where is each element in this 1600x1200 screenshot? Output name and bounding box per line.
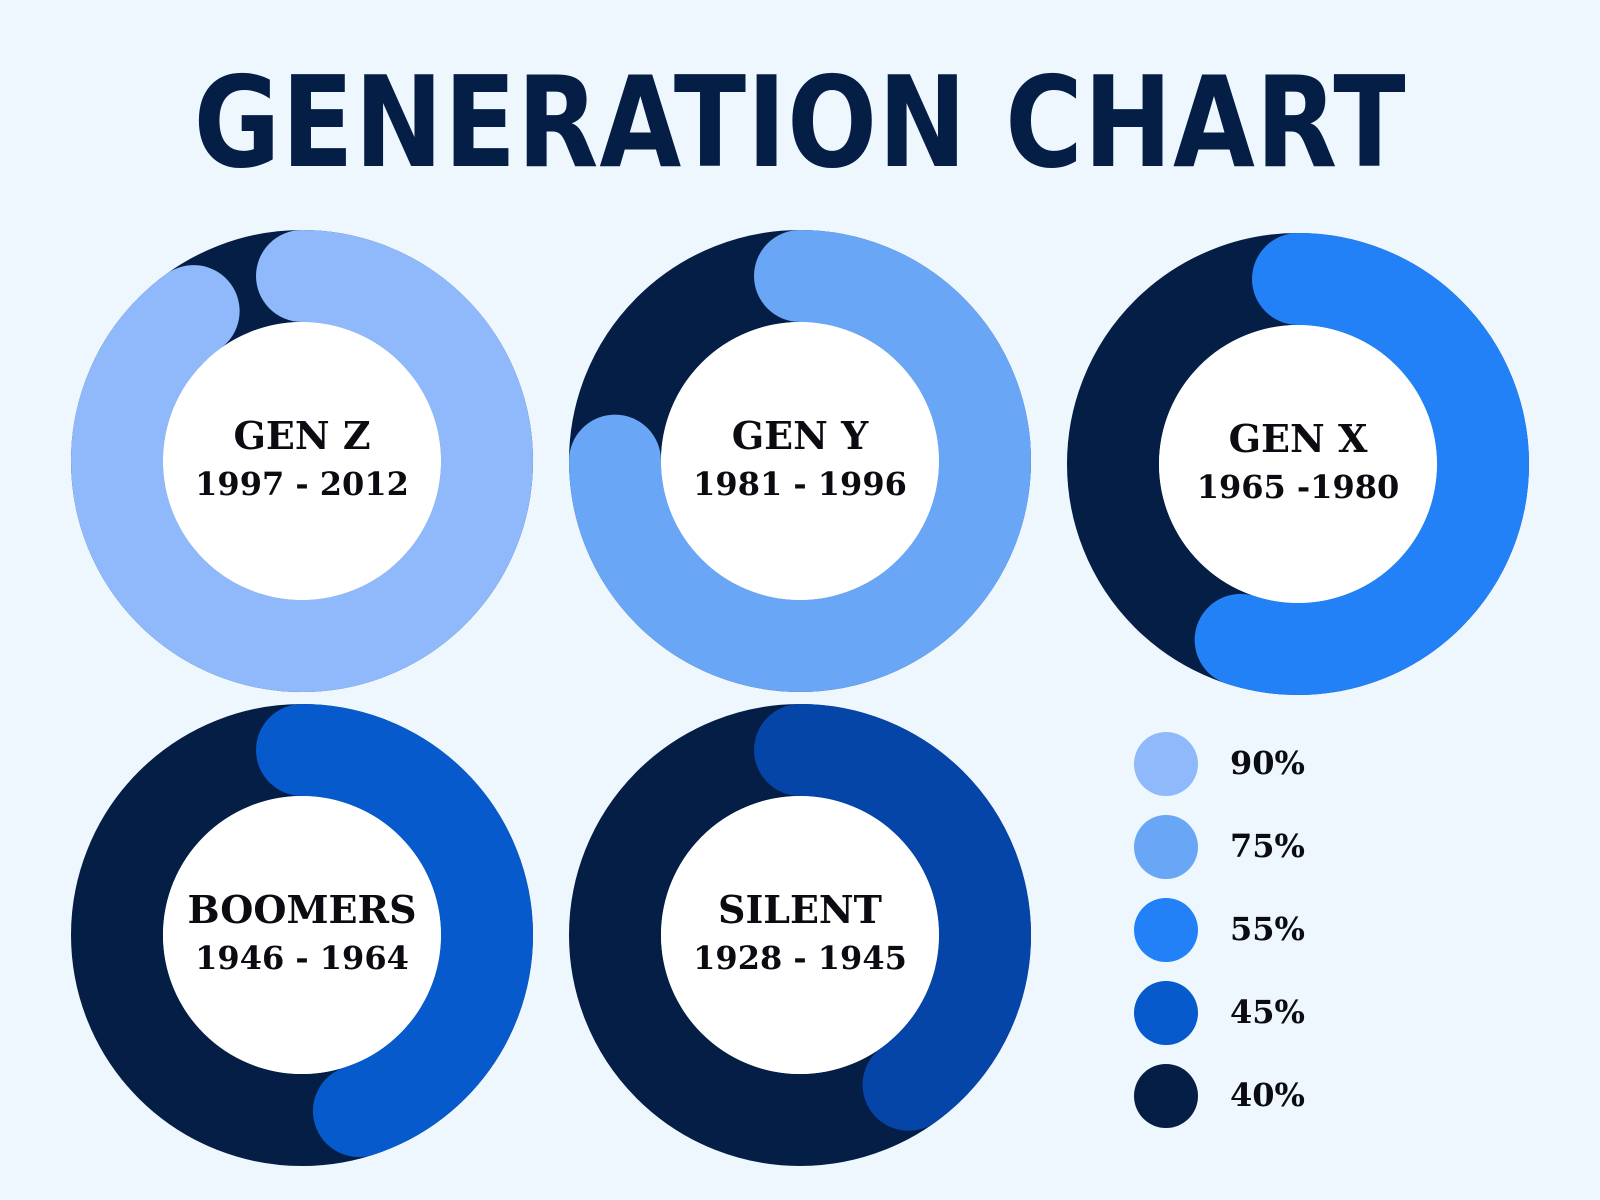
donut-boomers: BOOMERS 1946 - 1964	[71, 704, 533, 1166]
donut-silent: SILENT 1928 - 1945	[569, 704, 1031, 1166]
legend-item: 45%	[1134, 981, 1394, 1047]
legend-label: 55%	[1230, 910, 1305, 948]
generation-name: SILENT	[718, 887, 882, 932]
donut-value-arc	[71, 704, 533, 1166]
donut-center	[163, 796, 441, 1074]
generation-name: GEN Z	[233, 413, 370, 458]
generation-years: 1997 - 2012	[195, 465, 409, 503]
legend-label: 90%	[1230, 744, 1305, 782]
donut-value-arc	[569, 230, 1031, 692]
legend-label: 40%	[1230, 1076, 1305, 1114]
legend-swatch	[1134, 1064, 1198, 1128]
legend-swatch	[1134, 815, 1198, 879]
donut-center	[661, 796, 939, 1074]
generation-years: 1981 - 1996	[693, 465, 907, 503]
legend-swatch	[1134, 732, 1198, 796]
donut-center	[661, 322, 939, 600]
donut-gen-z: GEN Z 1997 - 2012	[71, 230, 533, 692]
donut-value-arc	[569, 704, 1031, 1166]
generation-years: 1946 - 1964	[195, 939, 409, 977]
legend-item: 55%	[1134, 898, 1394, 964]
donut-gen-x: GEN X 1965 -1980	[1067, 233, 1529, 695]
legend-swatch	[1134, 981, 1198, 1045]
donut-value-arc	[1067, 233, 1529, 695]
donut-center	[163, 322, 441, 600]
chart-title: GENERATION CHART	[193, 49, 1407, 196]
legend-item: 90%	[1134, 732, 1394, 798]
legend-swatch	[1134, 898, 1198, 962]
generation-name: GEN X	[1229, 416, 1368, 461]
generation-name: GEN Y	[732, 413, 869, 458]
generation-name: BOOMERS	[187, 887, 416, 932]
donut-center	[1159, 325, 1437, 603]
generation-years: 1928 - 1945	[693, 939, 907, 977]
legend-label: 45%	[1230, 993, 1305, 1031]
legend-item: 40%	[1134, 1064, 1394, 1130]
generation-years: 1965 -1980	[1197, 468, 1400, 506]
donut-value-arc	[71, 230, 533, 692]
legend-label: 75%	[1230, 827, 1305, 865]
legend-item: 75%	[1134, 815, 1394, 881]
donut-gen-y: GEN Y 1981 - 1996	[569, 230, 1031, 692]
